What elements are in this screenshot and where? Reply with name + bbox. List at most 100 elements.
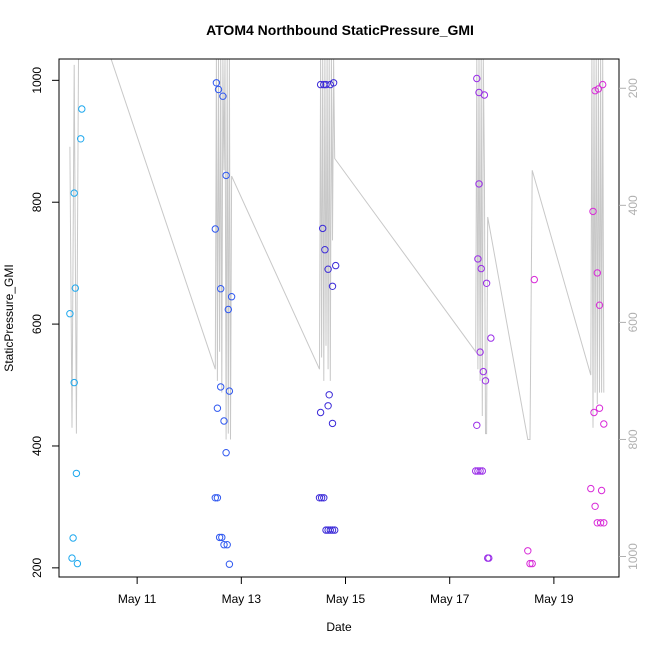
data-point [474, 467, 482, 475]
x-tick-label: May 15 [326, 592, 366, 606]
data-point [212, 79, 221, 87]
data-point [224, 305, 233, 314]
data-point [316, 408, 325, 417]
data-point [332, 261, 340, 270]
data-point [328, 282, 337, 290]
data-point [481, 377, 490, 385]
data-point [526, 559, 534, 568]
pressure-trace-line [69, 59, 605, 440]
data-point [321, 246, 329, 254]
data-point [591, 502, 599, 510]
data-point [487, 334, 495, 342]
data-point [211, 225, 220, 233]
y-axis: 200 400 600 800 1000 [30, 67, 59, 578]
data-point [222, 171, 230, 180]
data-point [215, 533, 224, 542]
data-point [594, 85, 603, 93]
secondary-y-tick-label: 200 [626, 78, 640, 98]
data-point [319, 224, 327, 233]
data-point [78, 105, 86, 113]
x-axis: May 11 May 13 May 15 May 17 May 19 [118, 577, 574, 606]
data-point [331, 526, 339, 534]
data-point [214, 85, 223, 94]
secondary-y-axis: 200 400 600 800 1000 [619, 78, 640, 570]
data-point [223, 541, 231, 549]
data-point [600, 420, 608, 428]
data-point [328, 419, 337, 428]
data-point [480, 91, 489, 99]
data-point [324, 265, 332, 273]
data-point [324, 402, 332, 410]
data-point [322, 80, 330, 89]
data-point [326, 526, 334, 534]
data-point [478, 467, 486, 475]
data-point [485, 554, 493, 562]
data-point [213, 404, 222, 412]
data-point [66, 310, 74, 318]
data-point [589, 207, 597, 216]
data-point [599, 80, 607, 89]
data-point [473, 421, 481, 429]
points-layer [66, 74, 608, 568]
data-point [600, 519, 608, 527]
data-point [329, 79, 338, 87]
secondary-y-tick-label: 800 [626, 429, 640, 449]
data-point [524, 547, 532, 555]
y-tick-label: 600 [30, 314, 44, 334]
data-point [220, 541, 228, 549]
data-point [320, 494, 328, 502]
data-point [227, 293, 236, 301]
data-point [211, 494, 220, 502]
data-point [475, 180, 483, 188]
data-point [70, 189, 78, 197]
y-tick-label: 200 [30, 558, 44, 578]
data-point [225, 387, 234, 395]
data-point [316, 80, 325, 89]
data-point [77, 135, 85, 143]
data-point [587, 484, 595, 493]
secondary-y-tick-label: 400 [626, 195, 640, 215]
data-point [530, 275, 538, 284]
data-point [528, 559, 536, 568]
trace-layer [69, 59, 605, 440]
plot-frame [58, 58, 620, 578]
data-point [225, 560, 234, 568]
data-point [597, 486, 606, 495]
data-point [473, 74, 481, 83]
data-point [476, 467, 484, 475]
y-tick-label: 800 [30, 192, 44, 212]
secondary-y-tick-label: 1000 [626, 543, 640, 570]
x-axis-label: Date [326, 620, 352, 634]
data-point [317, 494, 326, 502]
data-point [218, 533, 226, 542]
data-point [590, 408, 598, 417]
y-tick-label: 400 [30, 436, 44, 456]
data-point [69, 534, 77, 542]
secondary-y-tick-label: 600 [626, 312, 640, 332]
data-point [217, 383, 225, 391]
x-tick-label: May 13 [222, 592, 262, 606]
data-point [476, 348, 484, 356]
data-point [315, 494, 324, 502]
x-tick-label: May 19 [534, 592, 574, 606]
data-point [222, 449, 230, 457]
data-point [474, 255, 482, 263]
data-point [593, 269, 601, 277]
data-point [482, 279, 491, 287]
chart-title: ATOM4 Northbound StaticPressure_GMI [206, 22, 474, 38]
data-point [596, 519, 605, 527]
y-tick-label: 1000 [30, 67, 44, 94]
data-point [73, 559, 82, 568]
data-point [72, 469, 81, 478]
data-point [477, 264, 485, 273]
data-point [219, 92, 227, 100]
x-tick-label: May 17 [430, 592, 470, 606]
data-point [217, 285, 225, 293]
data-point [595, 301, 604, 309]
data-point [68, 554, 76, 562]
data-point [595, 404, 604, 412]
data-point [220, 417, 228, 425]
y-axis-label: StaticPressure_GMI [2, 264, 16, 371]
data-point [213, 494, 222, 502]
